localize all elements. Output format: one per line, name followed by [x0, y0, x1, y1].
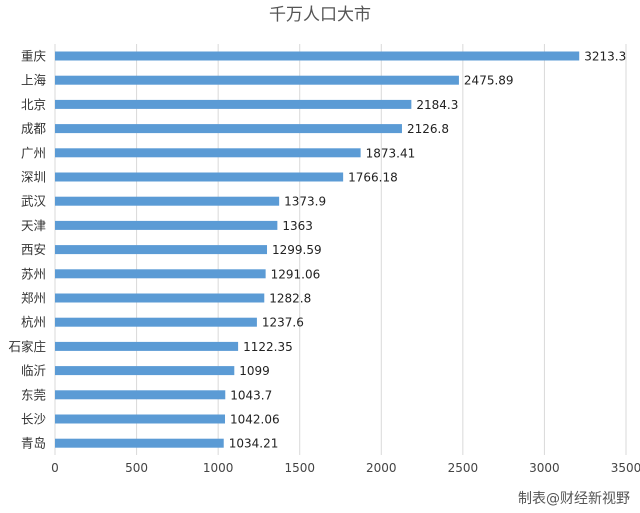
data-label: 1291.06 — [271, 267, 321, 281]
data-label: 2184.3 — [416, 98, 458, 112]
data-label: 1282.8 — [269, 292, 311, 306]
bar — [55, 99, 412, 109]
category-label: 杭州 — [21, 315, 46, 330]
data-label: 1237.6 — [262, 316, 304, 330]
x-tick-label: 3000 — [529, 461, 560, 475]
category-label: 东莞 — [21, 387, 46, 402]
category-label: 深圳 — [21, 170, 46, 185]
data-label: 1373.9 — [284, 195, 326, 209]
data-label: 2126.8 — [407, 122, 449, 136]
category-label: 北京 — [21, 97, 46, 112]
data-label: 3213.3 — [584, 50, 626, 64]
bar — [55, 390, 226, 400]
x-tick-label: 0 — [51, 461, 59, 475]
x-axis-ticks: 0 500 1000 1500 2000 2500 3000 3500 — [51, 461, 640, 475]
category-label: 武汉 — [21, 194, 47, 209]
data-label: 1873.41 — [366, 146, 416, 160]
bar — [55, 317, 257, 327]
x-tick-label: 2000 — [366, 461, 397, 475]
chart-title: 千万人口大市 — [269, 5, 371, 25]
category-label: 郑州 — [21, 291, 46, 306]
bar — [55, 366, 235, 376]
bar — [55, 341, 239, 351]
category-label: 广州 — [21, 145, 46, 160]
bar — [55, 245, 268, 255]
bar — [55, 124, 402, 134]
bar — [55, 438, 224, 448]
data-label: 1299.59 — [272, 243, 322, 257]
x-tick-label: 2500 — [448, 461, 479, 475]
bar — [55, 75, 459, 85]
bars: 3213.3 2475.89 2184.3 2126.8 1873.41 1766.18 1… — [55, 50, 626, 451]
bar — [55, 220, 278, 230]
category-label: 成都 — [21, 121, 47, 136]
bar — [55, 293, 265, 303]
data-label: 1042.06 — [230, 413, 280, 427]
category-label: 临沂 — [21, 363, 46, 378]
bar — [55, 51, 580, 61]
category-label: 青岛 — [21, 436, 46, 451]
category-label: 苏州 — [21, 266, 46, 281]
data-label: 1099 — [239, 364, 270, 378]
x-tick-label: 1500 — [284, 461, 315, 475]
category-label: 上海 — [21, 73, 47, 88]
bar — [55, 196, 280, 206]
category-label: 石家庄 — [8, 339, 46, 354]
bar — [55, 172, 344, 182]
x-tick-label: 500 — [125, 461, 148, 475]
data-label: 1766.18 — [348, 171, 398, 185]
x-tick-label: 3500 — [611, 461, 640, 475]
data-label: 1043.7 — [230, 388, 272, 402]
bar — [55, 269, 266, 279]
category-label: 天津 — [21, 218, 46, 233]
category-label: 重庆 — [21, 49, 47, 64]
category-label: 西安 — [21, 242, 46, 257]
x-tick-label: 1000 — [203, 461, 234, 475]
data-label: 1034.21 — [229, 437, 279, 451]
category-label: 长沙 — [21, 412, 47, 427]
credit-text: 制表@财经新视野 — [518, 491, 630, 507]
bar — [55, 414, 226, 424]
data-label: 1363 — [282, 219, 313, 233]
bar — [55, 148, 361, 158]
data-label: 1122.35 — [243, 340, 293, 354]
data-label: 2475.89 — [464, 74, 514, 88]
